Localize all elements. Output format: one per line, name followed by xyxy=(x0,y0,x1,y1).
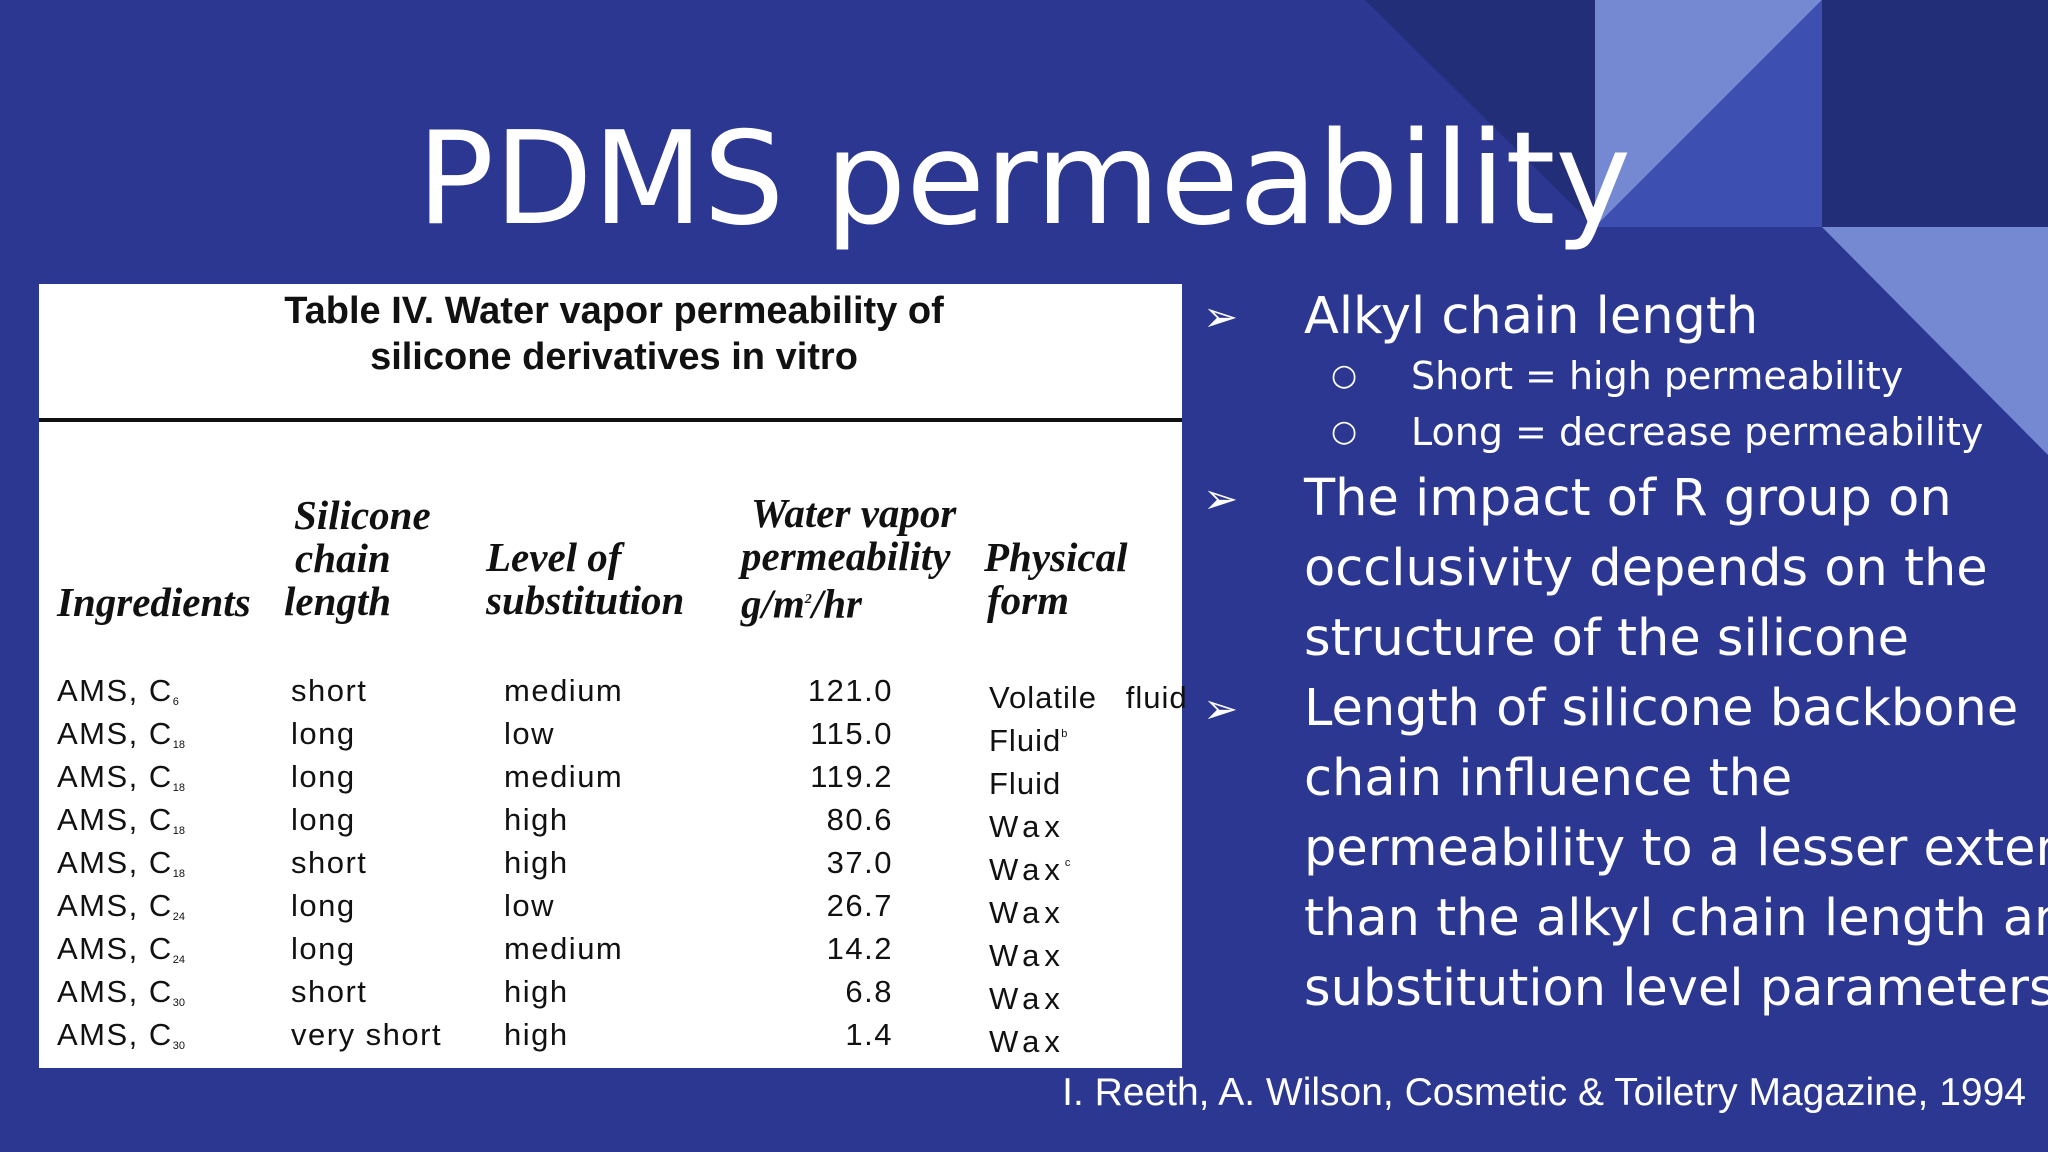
table-cell-level: low xyxy=(504,888,556,923)
table-cell-chain: short xyxy=(291,845,368,880)
table-cell-level: high xyxy=(504,802,569,837)
table-cell-chain: very short xyxy=(291,1017,443,1052)
table-cell-permeability: 37.0 xyxy=(826,845,893,880)
table-cell-ingredient: AMS, C18 xyxy=(57,802,186,837)
table-cell-permeability: 119.2 xyxy=(810,759,893,794)
circle-bullet-icon: ○ xyxy=(1331,358,1358,393)
table-cell-ingredient: AMS, C30 xyxy=(57,974,186,1009)
table-cell-ingredient: AMS, C24 xyxy=(57,931,186,966)
table-cell-level: medium xyxy=(504,673,624,708)
header-substitution: Level of substitution xyxy=(486,534,685,623)
table-cell-form: Fluid xyxy=(989,766,1062,801)
slide-title: PDMS permeability xyxy=(416,105,1632,254)
header-chain-length: Silicone chain length xyxy=(284,492,431,624)
table-cell-ingredient: AMS, C18 xyxy=(57,716,186,751)
header-ingredients: Ingredients xyxy=(57,579,251,625)
table-cell-level: medium xyxy=(504,759,624,794)
table-cell-form: Wax xyxy=(989,938,1065,973)
table-cell-chain: long xyxy=(291,888,356,923)
table-cell-permeability: 121.0 xyxy=(807,673,893,708)
table-cell-level: high xyxy=(504,974,569,1009)
table-cell-permeability: 1.4 xyxy=(845,1017,893,1052)
table-cell-form: Waxc xyxy=(989,852,1071,887)
table-cell-chain: long xyxy=(291,931,356,966)
arrow-bullet-icon: ➢ xyxy=(1203,684,1239,733)
table-cell-chain: long xyxy=(291,716,356,751)
table-cell-form: Volatile fluid xyxy=(989,680,1188,715)
table-cell-permeability: 14.2 xyxy=(826,931,893,966)
table-cell-ingredient: AMS, C18 xyxy=(57,845,186,880)
table-cell-form: Wax xyxy=(989,981,1065,1016)
citation: I. Reeth, A. Wilson, Cosmetic & Toiletry… xyxy=(1062,1071,2026,1114)
permeability-table: Table IV. Water vapor permeability of si… xyxy=(39,284,1187,1068)
table-cell-form: Wax xyxy=(989,809,1065,844)
table-cell-permeability: 26.7 xyxy=(826,888,893,923)
table-cell-form: Fluidb xyxy=(989,723,1068,758)
table-cell-chain: short xyxy=(291,974,368,1009)
header-physical-form: Physical form xyxy=(984,534,1128,623)
table-cell-chain: long xyxy=(291,802,356,837)
table-cell-level: high xyxy=(504,845,569,880)
table-cell-ingredient: AMS, C24 xyxy=(57,888,186,923)
table-cell-ingredient: AMS, C6 xyxy=(57,673,179,708)
table-cell-level: high xyxy=(504,1017,569,1052)
table-cell-form: Wax xyxy=(989,1024,1065,1059)
arrow-bullet-icon: ➢ xyxy=(1203,474,1239,523)
table-cell-chain: long xyxy=(291,759,356,794)
table-cell-level: low xyxy=(504,716,556,751)
table-cell-chain: short xyxy=(291,673,368,708)
table-caption-line1: Table IV. Water vapor permeability of xyxy=(284,290,944,332)
table-cell-level: medium xyxy=(504,931,624,966)
circle-bullet-icon: ○ xyxy=(1331,414,1358,449)
table-cell-permeability: 115.0 xyxy=(810,716,893,751)
table-cell-ingredient: AMS, C18 xyxy=(57,759,186,794)
arrow-bullet-icon: ➢ xyxy=(1203,292,1239,341)
table-cell-permeability: 6.8 xyxy=(845,974,893,1009)
table-caption: Table IV. Water vapor permeability of si… xyxy=(39,288,1189,380)
table-header-rule xyxy=(39,418,1182,422)
header-permeability: Water vapor permeability g/m2/hr xyxy=(741,490,957,627)
table-cell-form: Wax xyxy=(989,895,1065,930)
table-cell-permeability: 80.6 xyxy=(826,802,893,837)
table-caption-line2: silicone derivatives in vitro xyxy=(370,336,858,378)
table-cell-ingredient: AMS, C30 xyxy=(57,1017,186,1052)
